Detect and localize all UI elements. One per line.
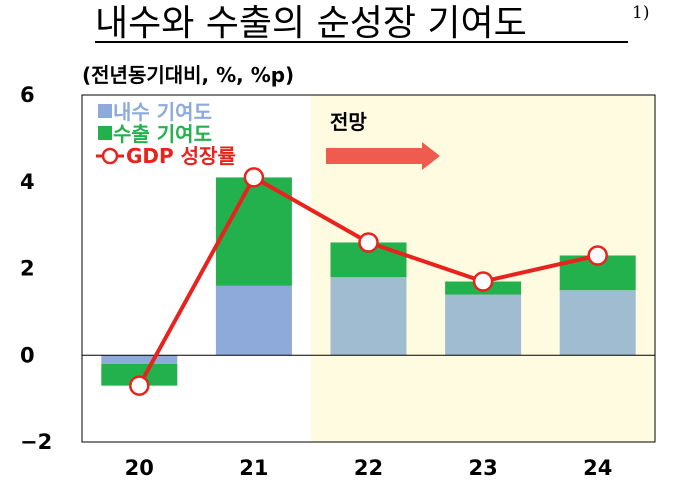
bar-domestic-22 xyxy=(330,277,407,356)
forecast-label: 전망 xyxy=(330,110,367,134)
y-tick-label: −2 xyxy=(20,430,52,454)
legend-swatch-gdp-marker xyxy=(101,147,119,165)
gdp-point-24 xyxy=(587,245,608,266)
legend-swatch-export xyxy=(98,126,112,140)
bars-layer xyxy=(101,177,636,386)
forecast-arrow xyxy=(326,142,440,170)
x-axis-ticks: 20 21 22 23 24 xyxy=(125,456,613,480)
legend-label-gdp: GDP 성장률 xyxy=(126,144,236,168)
bar-domestic-20 xyxy=(101,355,178,364)
gdp-point-22 xyxy=(358,232,379,253)
chart-title-footnote: 1) xyxy=(632,3,649,23)
chart-title: 내수와 수출의 순성장 기여도 xyxy=(95,3,527,44)
bar-domestic-21 xyxy=(215,285,292,356)
gdp-line-layer xyxy=(129,167,608,396)
gdp-point-21 xyxy=(243,167,265,188)
plot-frame xyxy=(81,94,656,443)
x-tick-label: 23 xyxy=(468,456,497,480)
x-tick-label: 24 xyxy=(583,456,612,480)
legend-label-domestic: 내수 기여도 xyxy=(113,100,212,124)
y-tick-label: 2 xyxy=(20,257,35,281)
bar-domestic-23 xyxy=(445,294,522,356)
legend-swatch-domestic xyxy=(98,104,112,118)
x-tick-label: 20 xyxy=(125,456,154,480)
y-tick-label: 6 xyxy=(20,83,35,107)
gdp-point-23 xyxy=(472,271,494,292)
y-axis-ticks: 6 4 2 0 −2 xyxy=(20,83,52,454)
unit-label: (전년동기대비, %, %p) xyxy=(82,63,294,87)
bar-export-21 xyxy=(215,177,292,286)
bar-export-20 xyxy=(101,363,178,386)
y-tick-label: 4 xyxy=(20,170,35,194)
y-tick-label: 0 xyxy=(20,343,35,367)
x-tick-label: 21 xyxy=(239,456,268,480)
x-tick-label: 22 xyxy=(354,456,383,480)
bar-domestic-24 xyxy=(559,290,636,356)
legend: 내수 기여도 수출 기여도 GDP 성장률 xyxy=(96,100,236,168)
gdp-point-20 xyxy=(129,375,150,396)
legend-label-export: 수출 기여도 xyxy=(113,122,212,146)
